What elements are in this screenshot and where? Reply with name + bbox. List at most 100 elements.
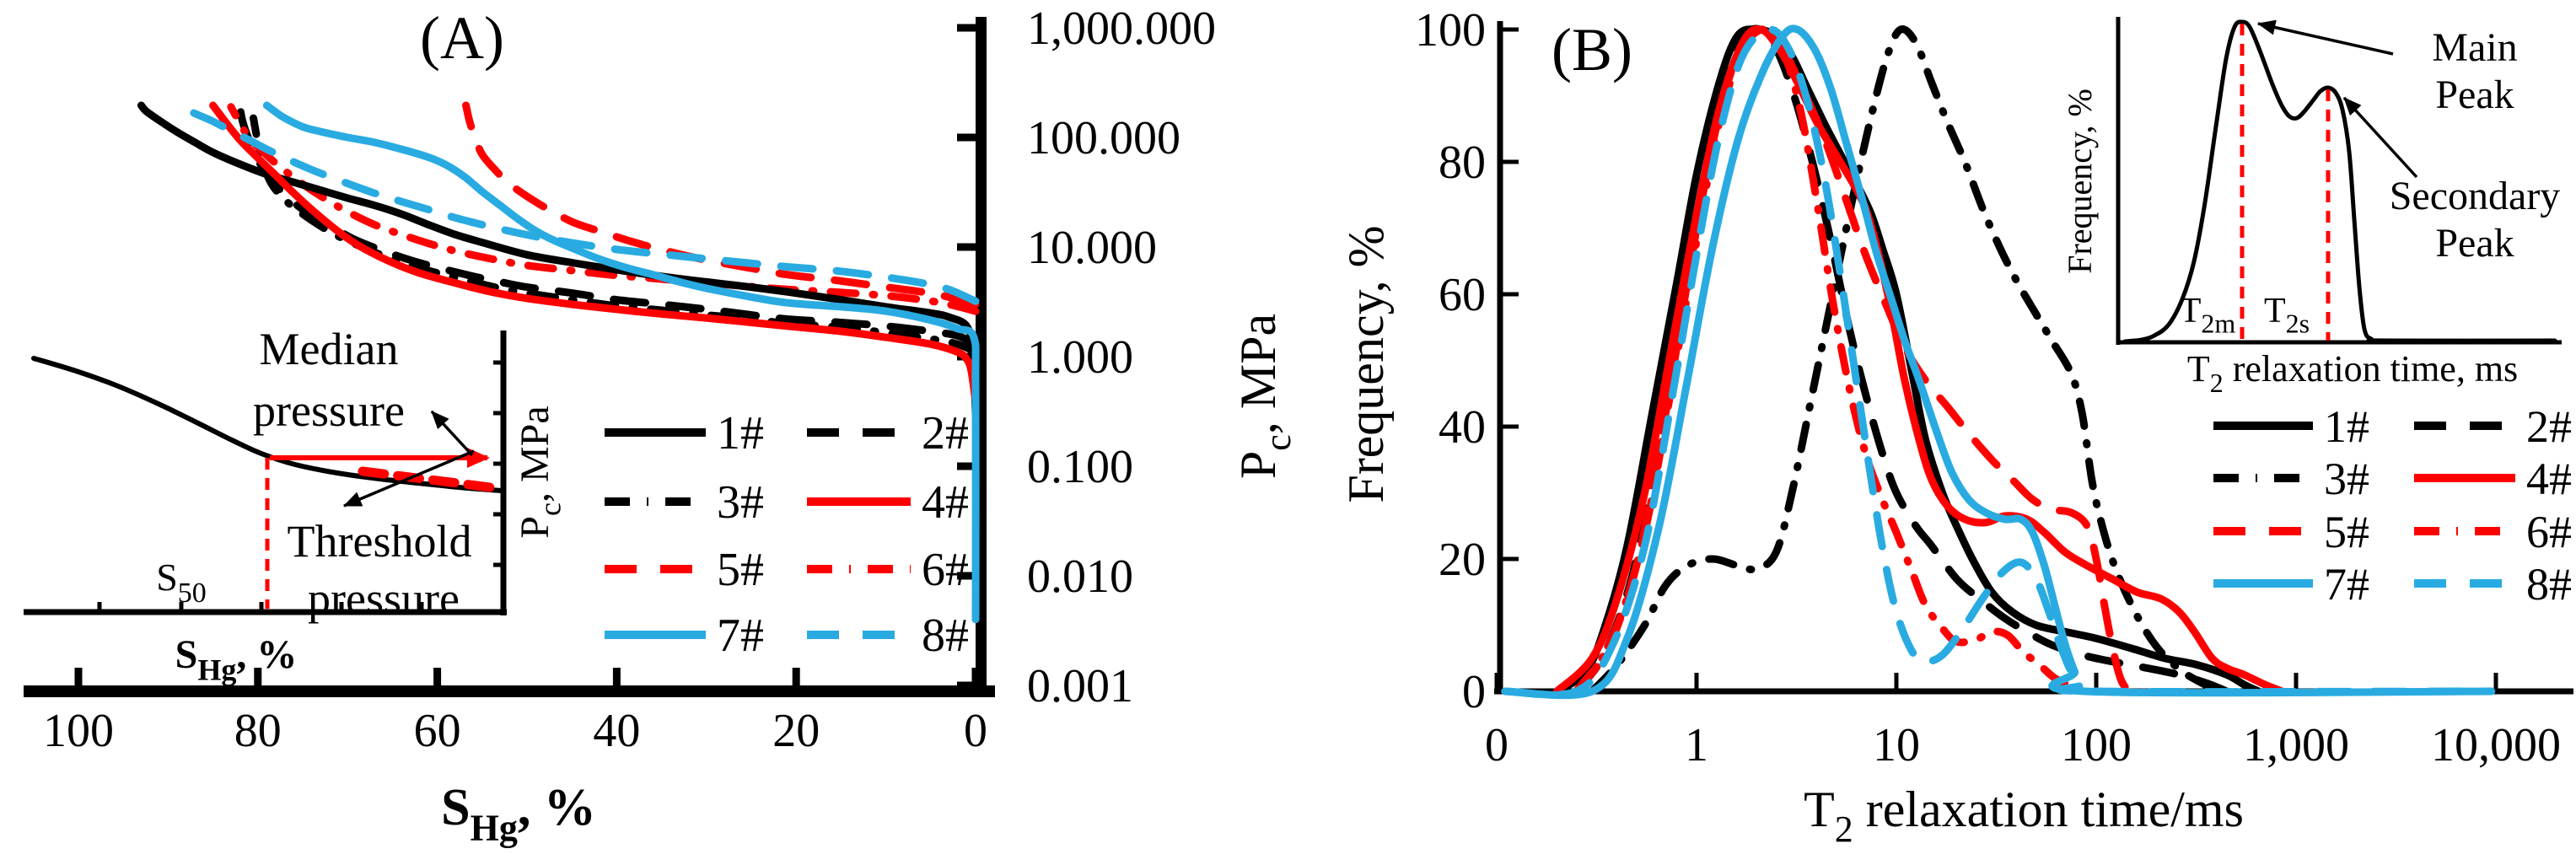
b-secondary-peak-text-1: Secondary <box>2390 174 2561 218</box>
panel-a-chart: 100 80 60 40 20 0 1,000.000 100.000 10.000 1.000 0… <box>24 3 1299 849</box>
b-inset-t2m-label: T2m <box>2180 292 2236 339</box>
b-inset-curve <box>2122 19 2557 344</box>
b-x-tick-label: 10,000 <box>2431 719 2561 771</box>
b-x-tick-label: 100 <box>2061 719 2132 771</box>
b-x-tick-label: 0 <box>1485 719 1508 771</box>
legend-label-5#: 5# <box>717 544 764 596</box>
legend-label-3#: 3# <box>2324 454 2369 504</box>
b-secondary-peak-text-2: Peak <box>2435 221 2514 266</box>
legend-label-4#: 4# <box>922 476 969 529</box>
b-series-2# <box>1572 24 2231 696</box>
b-inset-y-title: Frequency, % <box>2061 89 2099 274</box>
label-main: S <box>441 779 470 836</box>
b-x-tick-label: 10 <box>1873 719 1920 771</box>
a-x-tick-label: 100 <box>43 705 114 757</box>
a-series-2# <box>236 103 980 348</box>
a-series-1# <box>137 101 980 418</box>
panel-b-label: (B) <box>1552 16 1632 83</box>
b-y-tick-label: 100 <box>1415 4 1486 56</box>
a-threshold-pointer <box>342 449 475 508</box>
b-y-tick-label: 60 <box>1439 269 1486 321</box>
label-suffix: , MPa <box>1230 314 1286 434</box>
a-inset-curve <box>31 356 504 493</box>
label-sub: 2 <box>2210 368 2224 398</box>
a-x-tick-label: 20 <box>772 705 820 757</box>
label-main: Frequency, % <box>2061 89 2099 274</box>
label-suffix: relaxation time/ms <box>1853 782 2244 837</box>
b-series-4# <box>1552 25 2286 696</box>
label-main: T <box>2187 348 2210 390</box>
legend-label-8#: 8# <box>2526 559 2572 610</box>
a-y-tick-label: 100.000 <box>1027 112 1180 164</box>
label-suffix: , % <box>518 779 596 836</box>
b-y-tick-label: 40 <box>1439 401 1486 454</box>
legend-label-2#: 2# <box>922 407 969 459</box>
a-y-axis-title: Pc, MPa <box>1230 314 1299 479</box>
b-main-peak-text-1: Main <box>2432 25 2517 70</box>
label-suffix: relaxation time, ms <box>2224 348 2518 390</box>
b-y-tick-label: 80 <box>1439 137 1486 189</box>
label-suffix: , % <box>236 632 297 677</box>
b-secondary-peak-pointer <box>2342 96 2418 179</box>
a-x-tick-label: 80 <box>234 705 282 757</box>
b-series-1# <box>1552 25 2263 696</box>
label-sub: 2s <box>2286 309 2310 339</box>
b-series-7# <box>1501 24 2496 700</box>
a-y-tick-label: 10.000 <box>1027 222 1157 274</box>
a-threshold-text-1: Threshold <box>288 516 472 567</box>
label-sub: c <box>1257 434 1299 451</box>
label-main: P <box>513 516 557 539</box>
b-x-tick-label: 1,000 <box>2243 719 2349 771</box>
a-series-4# <box>209 101 980 406</box>
a-inset-s50-label: S50 <box>156 556 207 609</box>
b-series-6# <box>1572 25 2086 696</box>
a-inset-threshold-dash <box>358 466 507 494</box>
legend-label-5#: 5# <box>2324 507 2369 557</box>
b-inset-x-title: T2 relaxation time, ms <box>2187 348 2518 398</box>
legend-label-3#: 3# <box>717 476 764 529</box>
a-y-tick-label: 0.010 <box>1027 551 1133 603</box>
a-x-axis-title: SHg, % <box>441 779 596 849</box>
a-y-tick-label: 1,000.000 <box>1027 3 1216 55</box>
label-sub: 50 <box>178 578 207 609</box>
b-series-8# <box>1501 25 2496 699</box>
label-suffix: , MPa <box>513 406 557 502</box>
label-sub: Hg <box>471 808 518 849</box>
b-main-peak-text-2: Peak <box>2435 73 2514 117</box>
label-main: S <box>156 556 178 599</box>
b-y-tick-label: 20 <box>1439 534 1486 586</box>
legend-label-6#: 6# <box>2526 507 2572 557</box>
label-sub: 2m <box>2201 309 2235 339</box>
a-series-6# <box>227 103 980 315</box>
a-y-tick-label: 0.001 <box>1027 660 1133 712</box>
panel-a-label: (A) <box>420 4 504 72</box>
legend-label-7#: 7# <box>717 610 764 662</box>
a-threshold-text-2: pressure <box>308 573 460 624</box>
a-y-tick-label: 1.000 <box>1027 331 1133 384</box>
a-inset-y-title: Pc, MPa <box>513 406 567 538</box>
a-series-5# <box>462 101 980 309</box>
a-x-axis <box>24 685 995 697</box>
label-sub: c <box>533 502 567 516</box>
a-x-tick-label: 40 <box>593 705 640 757</box>
a-series-7# <box>262 101 980 624</box>
a-median-text-2: pressure <box>253 385 405 436</box>
label-main: T <box>2180 292 2202 330</box>
legend-label-7#: 7# <box>2324 559 2369 610</box>
legend-label-1#: 1# <box>2324 401 2369 452</box>
a-median-text-1: Median <box>260 324 399 374</box>
a-x-tick-label: 60 <box>414 705 461 757</box>
legend-label-8#: 8# <box>922 610 969 662</box>
label-main: Frequency, % <box>1338 225 1394 502</box>
b-series-3# <box>1588 25 2225 696</box>
legend-label-6#: 6# <box>922 544 969 596</box>
b-x-axis-title: T2 relaxation time/ms <box>1804 782 2244 850</box>
label-main: T <box>1804 782 1835 837</box>
b-x-tick-label: 1 <box>1685 719 1708 771</box>
a-y-tick-label: 0.100 <box>1027 441 1133 493</box>
b-y-tick-label: 0 <box>1462 666 1486 718</box>
label-main: T <box>2264 292 2286 330</box>
a-series-8# <box>173 101 980 305</box>
